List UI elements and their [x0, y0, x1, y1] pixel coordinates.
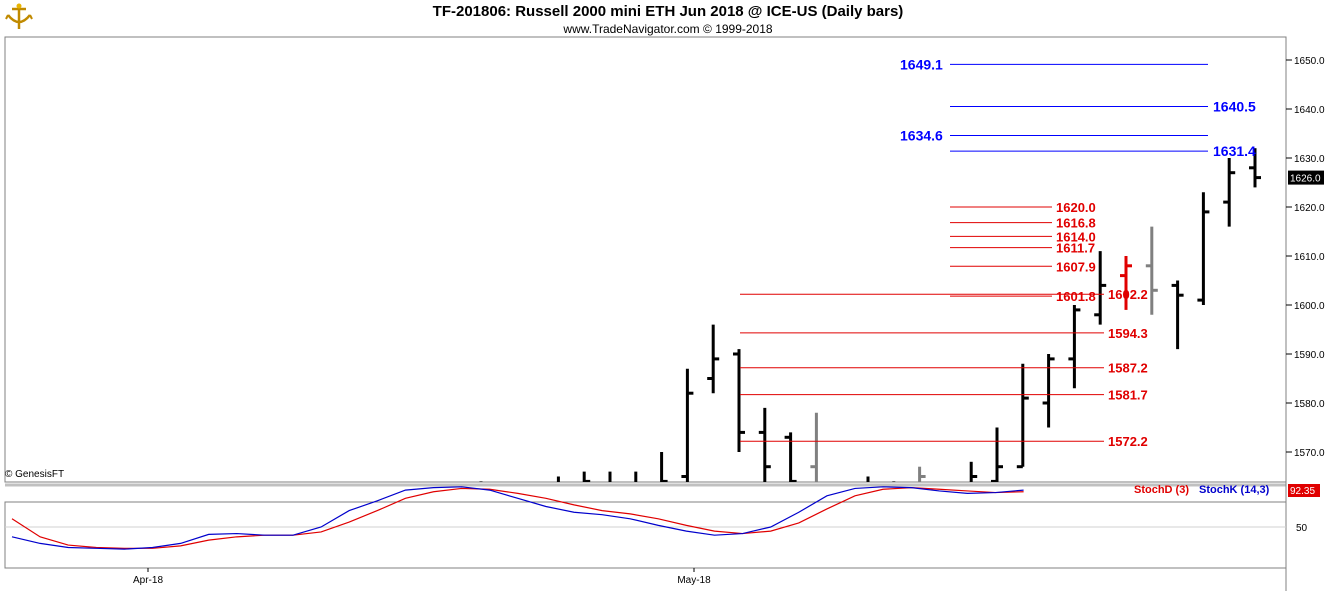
- tradenavigator-logo-icon: [4, 3, 34, 33]
- x-tick-label: Apr-18: [133, 575, 163, 586]
- red-level-label: 1581.7: [1108, 388, 1148, 403]
- stoch-k-line: [11, 486, 1024, 550]
- red-level-label: 1607.9: [1056, 259, 1096, 274]
- stoch-50-label: 50: [1296, 523, 1308, 534]
- stoch-pane-frame: [4, 501, 1287, 569]
- red-level-label: 1620.0: [1056, 200, 1096, 215]
- price-bars-group: [479, 148, 1261, 482]
- red-level-label: 1587.2: [1108, 361, 1148, 376]
- last-price-label: 1626.0: [1290, 174, 1321, 185]
- y-tick-label: 1650.0: [1294, 56, 1325, 67]
- red-level-label: 1614.0: [1056, 229, 1096, 244]
- stoch-k-legend: StochK (14,3): [1199, 484, 1270, 496]
- y-tick-label: 1630.0: [1294, 154, 1325, 165]
- y-tick-label: 1580.0: [1294, 399, 1325, 410]
- copyright-label: © GenesisFT: [5, 469, 65, 480]
- red-level-label: 1594.3: [1108, 326, 1148, 341]
- red-level-label: 1616.8: [1056, 216, 1096, 231]
- y-tick-label: 1640.0: [1294, 105, 1325, 116]
- red-level-label: 1611.7: [1056, 241, 1095, 256]
- last-price-badge: [1288, 170, 1324, 185]
- y-tick-label: 1620.0: [1294, 203, 1325, 214]
- blue-level-label: 1631.4: [1213, 143, 1256, 159]
- blue-level-label: 1634.6: [900, 127, 943, 143]
- red-level-label: 1602.2: [1108, 287, 1148, 302]
- y-tick-label: 1570.0: [1294, 448, 1325, 459]
- stoch-d-line: [11, 487, 1024, 549]
- y-tick-label: 1600.0: [1294, 301, 1325, 312]
- stoch-d-legend: StochD (3): [1134, 484, 1189, 496]
- blue-level-label: 1640.5: [1213, 99, 1256, 115]
- x-tick-label: May-18: [677, 575, 711, 586]
- stoch-value-label: 92.35: [1290, 486, 1315, 497]
- red-level-label: 1572.2: [1108, 434, 1148, 449]
- y-tick-label: 1610.0: [1294, 252, 1325, 263]
- red-level-label: 1601.8: [1056, 289, 1096, 304]
- y-tick-label: 1590.0: [1294, 350, 1325, 361]
- blue-level-label: 1649.1: [900, 56, 943, 72]
- stoch-value-badge: [1288, 484, 1320, 497]
- chart-title: TF-201806: Russell 2000 mini ETH Jun 201…: [432, 3, 904, 20]
- chart-subtitle: www.TradeNavigator.com © 1999-2018: [563, 22, 773, 36]
